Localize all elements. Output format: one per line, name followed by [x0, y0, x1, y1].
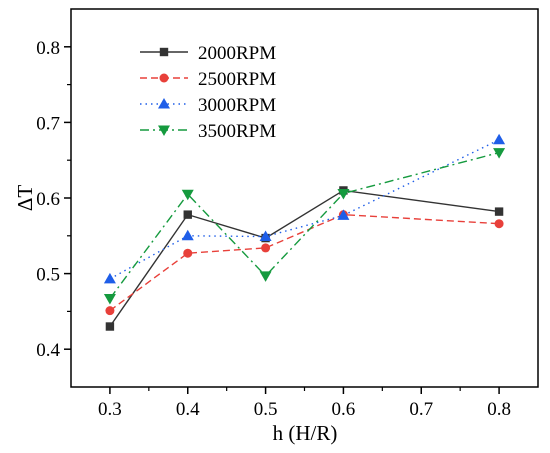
point-2500rpm-2: [261, 243, 271, 253]
point-3500rpm-3: [337, 188, 350, 200]
point-3000rpm-2: [259, 230, 272, 242]
legend-item-2000rpm: 2000RPM: [140, 43, 276, 64]
series-3000rpm: [103, 133, 506, 284]
series-3500rpm: [103, 148, 506, 305]
legend-marker-3000rpm: [158, 98, 170, 109]
point-3500rpm-2: [259, 271, 272, 282]
series-line-3500rpm: [109, 151, 500, 299]
y-tick-label-3: 0.7: [36, 113, 60, 134]
point-3000rpm-0: [103, 272, 116, 284]
legend-marker-3500rpm: [158, 125, 170, 136]
point-2500rpm-0: [105, 306, 115, 316]
y-tick-label-2: 0.6: [36, 189, 60, 210]
legend-label-3000rpm: 3000RPM: [198, 95, 276, 116]
series-line-3000rpm: [109, 139, 500, 280]
series-line-2000rpm: [109, 189, 500, 327]
legend-marker-2500rpm: [159, 73, 169, 83]
legend: 2000RPM 2500RPM 3000RPM 3500RPM: [140, 43, 276, 142]
x-tick-label-3: 0.6: [332, 399, 356, 420]
series-layer: [103, 133, 506, 331]
x-tick-label-1: 0.4: [176, 399, 200, 420]
point-3000rpm-1: [181, 229, 194, 241]
y-tick-label-1: 0.5: [36, 265, 60, 286]
legend-label-2000rpm: 2000RPM: [198, 43, 276, 64]
point-2500rpm-1: [183, 248, 193, 258]
tick-layer: 0.3 0.4 0.5 0.6 0.7 0.8 0.4 0.5 0.6 0.7 0.8: [36, 38, 511, 420]
point-2000rpm-0: [105, 322, 115, 331]
series-line-2500rpm: [109, 213, 500, 312]
plot-frame: [70, 8, 539, 388]
series-2500rpm: [105, 210, 504, 316]
point-3000rpm-4: [493, 133, 506, 145]
x-tick-label-0: 0.3: [98, 399, 122, 420]
x-tick-label-4: 0.7: [409, 399, 433, 420]
x-tick-label-2: 0.5: [254, 399, 278, 420]
legend-item-3500rpm: 3500RPM: [140, 121, 276, 142]
y-tick-label-0: 0.4: [36, 340, 60, 361]
legend-item-2500rpm: 2500RPM: [140, 69, 276, 90]
point-3500rpm-4: [493, 148, 506, 159]
point-3000rpm-3: [337, 209, 350, 220]
point-2500rpm-4: [494, 219, 504, 229]
legend-label-2500rpm: 2500RPM: [198, 69, 276, 90]
series-2000rpm: [105, 186, 504, 331]
x-axis-title: h (H/R): [273, 421, 338, 445]
x-tick-label-5: 0.8: [487, 399, 511, 420]
point-2000rpm-1: [183, 210, 192, 219]
legend-label-3500rpm: 3500RPM: [198, 121, 276, 142]
legend-item-3000rpm: 3000RPM: [140, 95, 276, 116]
legend-marker-2000rpm: [159, 47, 169, 57]
point-2000rpm-4: [494, 207, 504, 216]
point-3500rpm-0: [103, 294, 116, 305]
y-axis-title: ΔT: [13, 185, 37, 212]
y-tick-label-4: 0.8: [36, 38, 60, 59]
point-3500rpm-1: [181, 189, 194, 201]
